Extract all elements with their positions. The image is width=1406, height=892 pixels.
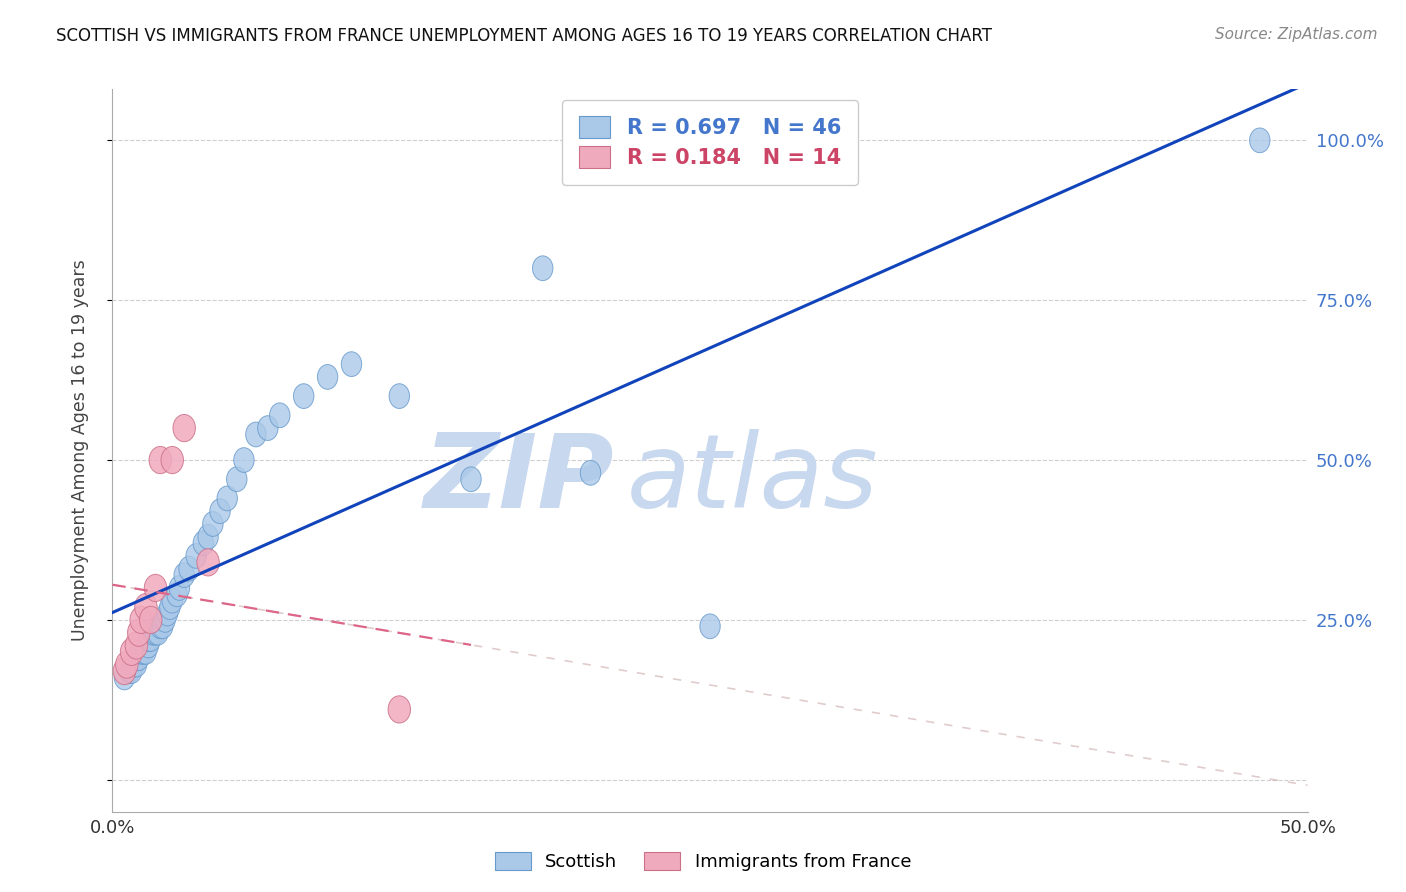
Ellipse shape — [115, 651, 138, 678]
Ellipse shape — [148, 620, 169, 645]
Ellipse shape — [173, 415, 195, 442]
Ellipse shape — [141, 627, 160, 651]
Ellipse shape — [389, 384, 409, 409]
Ellipse shape — [700, 614, 720, 639]
Ellipse shape — [127, 652, 146, 677]
Ellipse shape — [127, 646, 146, 671]
Ellipse shape — [342, 351, 361, 376]
Ellipse shape — [152, 614, 173, 639]
Ellipse shape — [135, 593, 157, 621]
Ellipse shape — [129, 607, 152, 633]
Ellipse shape — [581, 460, 600, 485]
Ellipse shape — [138, 627, 159, 651]
Text: SCOTTISH VS IMMIGRANTS FROM FRANCE UNEMPLOYMENT AMONG AGES 16 TO 19 YEARS CORREL: SCOTTISH VS IMMIGRANTS FROM FRANCE UNEMP… — [56, 27, 993, 45]
Ellipse shape — [162, 589, 183, 613]
Legend: Scottish, Immigrants from France: Scottish, Immigrants from France — [488, 845, 918, 879]
Ellipse shape — [131, 640, 152, 665]
Ellipse shape — [226, 467, 247, 491]
Ellipse shape — [318, 365, 337, 389]
Ellipse shape — [150, 614, 170, 639]
Ellipse shape — [139, 607, 162, 633]
Ellipse shape — [145, 574, 167, 601]
Ellipse shape — [388, 696, 411, 723]
Ellipse shape — [1250, 128, 1270, 153]
Ellipse shape — [157, 601, 177, 626]
Ellipse shape — [121, 639, 143, 665]
Ellipse shape — [155, 607, 176, 632]
Ellipse shape — [209, 499, 231, 524]
Ellipse shape — [257, 416, 278, 441]
Ellipse shape — [167, 582, 187, 607]
Text: atlas: atlas — [627, 429, 877, 529]
Ellipse shape — [121, 658, 142, 683]
Ellipse shape — [197, 549, 219, 576]
Ellipse shape — [145, 620, 166, 645]
Ellipse shape — [134, 640, 153, 665]
Ellipse shape — [186, 543, 207, 568]
Ellipse shape — [294, 384, 314, 409]
Text: ZIP: ZIP — [423, 429, 614, 530]
Legend: R = 0.697   N = 46, R = 0.184   N = 14: R = 0.697 N = 46, R = 0.184 N = 14 — [562, 100, 858, 185]
Ellipse shape — [270, 403, 290, 427]
Ellipse shape — [128, 646, 149, 671]
Ellipse shape — [149, 446, 172, 474]
Ellipse shape — [246, 422, 266, 447]
Ellipse shape — [160, 595, 180, 619]
Ellipse shape — [217, 486, 238, 511]
Ellipse shape — [114, 657, 135, 685]
Ellipse shape — [461, 467, 481, 491]
Ellipse shape — [128, 619, 150, 647]
Y-axis label: Unemployment Among Ages 16 to 19 years: Unemployment Among Ages 16 to 19 years — [70, 260, 89, 641]
Ellipse shape — [174, 563, 194, 588]
Ellipse shape — [138, 633, 159, 658]
Ellipse shape — [124, 652, 145, 677]
Text: Source: ZipAtlas.com: Source: ZipAtlas.com — [1215, 27, 1378, 42]
Ellipse shape — [143, 620, 163, 645]
Ellipse shape — [120, 658, 139, 683]
Ellipse shape — [533, 256, 553, 281]
Ellipse shape — [233, 448, 254, 473]
Ellipse shape — [114, 665, 135, 690]
Ellipse shape — [125, 632, 148, 659]
Ellipse shape — [198, 524, 218, 549]
Ellipse shape — [169, 575, 190, 600]
Ellipse shape — [202, 512, 224, 536]
Ellipse shape — [162, 446, 183, 474]
Ellipse shape — [136, 640, 156, 665]
Ellipse shape — [193, 531, 214, 556]
Ellipse shape — [179, 557, 200, 581]
